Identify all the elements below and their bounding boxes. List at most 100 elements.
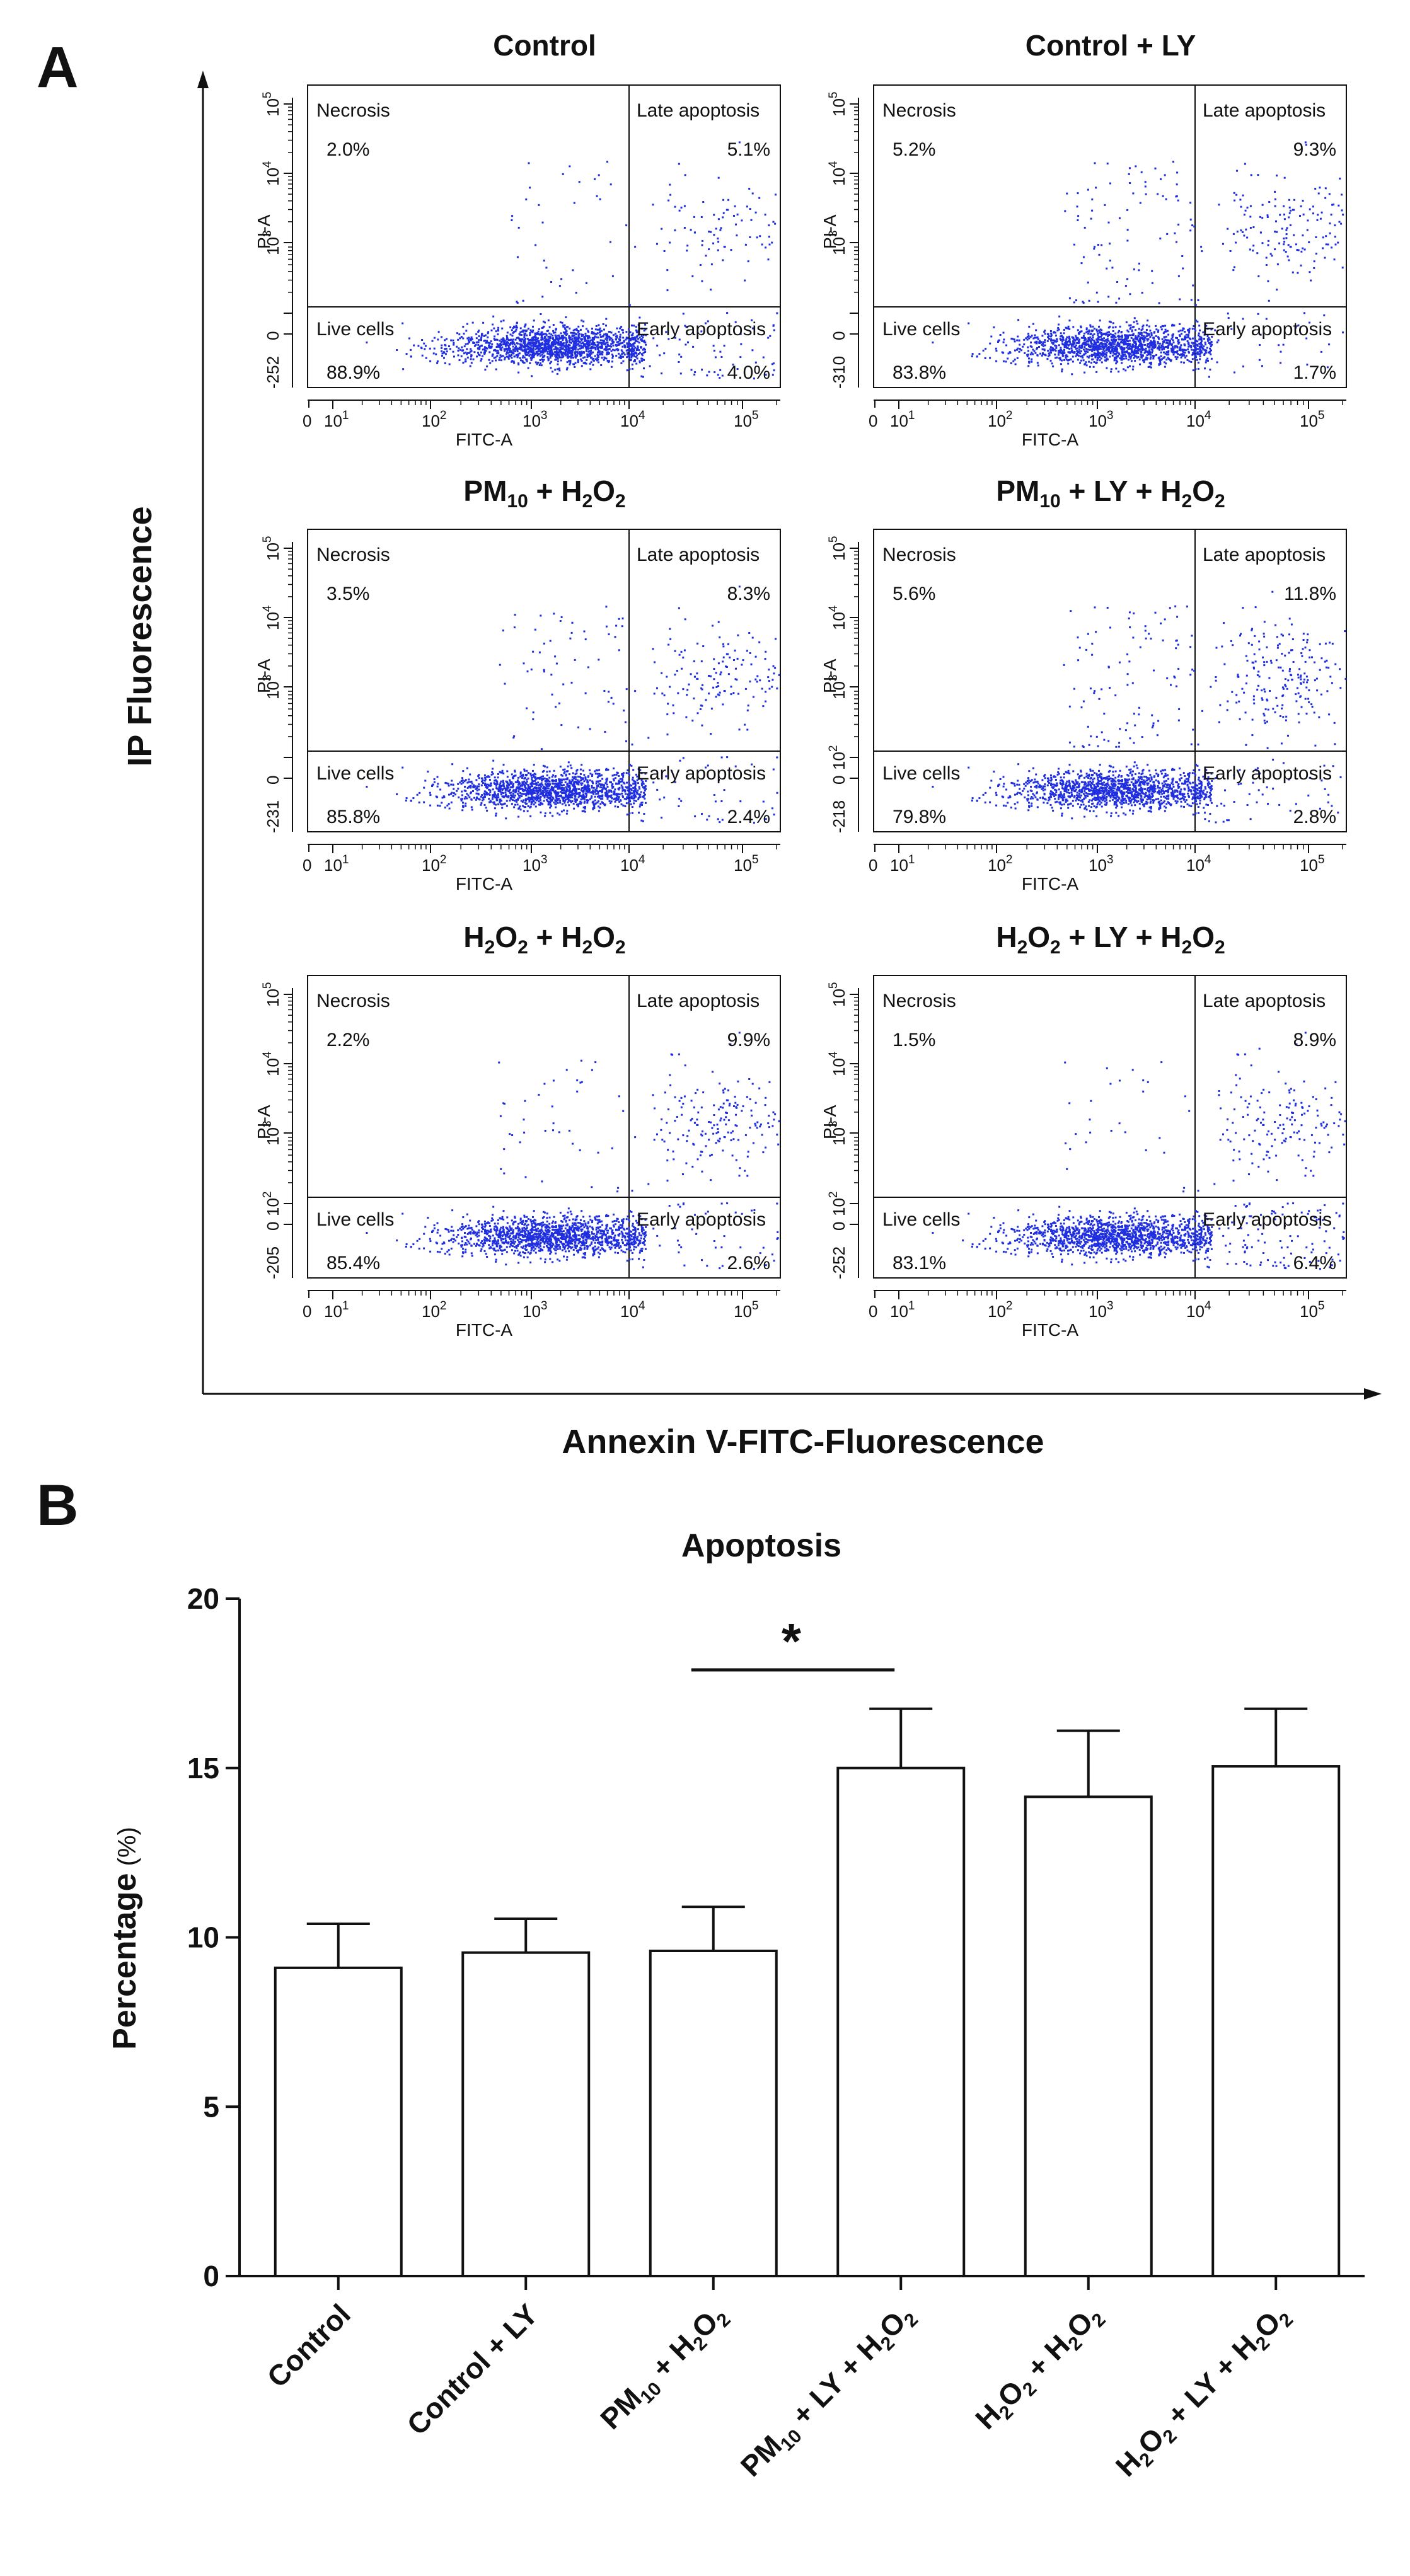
flow-plot-title: PM10 + H2O2 [463, 474, 625, 512]
event-dot [571, 796, 574, 799]
event-dot [1293, 209, 1295, 211]
flow-x-tick-label: 102 [422, 409, 447, 430]
flow-plot-frame [873, 84, 1347, 388]
event-dot [1097, 301, 1099, 303]
event-dot [513, 796, 516, 799]
event-dot [578, 345, 581, 347]
event-dot [1112, 330, 1114, 332]
event-dot [462, 770, 465, 773]
event-dot [1341, 193, 1343, 196]
event-dot [494, 791, 496, 793]
event-dot [557, 799, 559, 802]
event-dot [524, 338, 527, 340]
event-dot [1096, 359, 1099, 361]
event-dot [529, 332, 531, 334]
event-dot [1027, 333, 1029, 335]
event-dot [460, 798, 463, 800]
event-dot [437, 331, 440, 333]
event-dot [1077, 219, 1079, 221]
event-dot [1002, 331, 1005, 334]
event-dot [542, 333, 545, 336]
event-dot [1193, 349, 1195, 352]
event-dot [521, 785, 524, 787]
event-dot [553, 343, 555, 345]
event-dot [1230, 328, 1233, 330]
event-dot [1041, 354, 1043, 357]
tick-exponent: 1 [908, 409, 915, 422]
event-dot [1165, 362, 1167, 365]
event-dot [521, 781, 524, 783]
event-dot [1126, 335, 1129, 337]
event-dot [588, 788, 591, 790]
event-dot [772, 324, 775, 326]
event-dot [577, 335, 580, 338]
event-dot [435, 353, 437, 355]
event-dot [683, 205, 686, 207]
event-dot [1283, 241, 1286, 243]
event-dot [1107, 345, 1110, 348]
event-dot [603, 341, 605, 343]
event-dot [1104, 343, 1106, 346]
event-dot [1105, 354, 1107, 356]
event-dot [1079, 331, 1082, 333]
event-dot [624, 346, 627, 348]
event-dot [640, 338, 643, 340]
event-dot [481, 794, 483, 796]
event-dot [543, 337, 546, 340]
event-dot [1200, 336, 1203, 338]
event-dot [592, 347, 594, 349]
event-dot [491, 360, 494, 362]
event-dot [478, 354, 481, 357]
event-dot [566, 350, 568, 353]
event-dot [581, 333, 582, 336]
event-dot [1059, 351, 1061, 354]
event-dot [665, 331, 667, 333]
event-dot [583, 774, 586, 776]
event-dot [740, 343, 743, 345]
event-dot [599, 807, 601, 809]
event-dot [625, 793, 627, 795]
event-dot [1293, 234, 1295, 236]
event-dot [1184, 336, 1186, 339]
event-dot [1193, 351, 1196, 354]
event-dot [1028, 362, 1031, 364]
event-dot [1053, 339, 1055, 342]
event-dot [1106, 347, 1109, 349]
event-dot [1104, 356, 1106, 359]
event-dot [502, 319, 505, 322]
event-dot [1049, 330, 1052, 332]
event-dot [511, 215, 514, 217]
event-dot [642, 376, 644, 378]
event-dot [1106, 348, 1109, 351]
event-dot [636, 347, 639, 350]
event-dot [1109, 350, 1111, 353]
event-dot [589, 354, 591, 356]
event-dot [537, 330, 540, 333]
event-dot [1101, 361, 1103, 364]
event-dot [584, 356, 586, 359]
event-dot [1118, 342, 1120, 345]
event-dot [635, 355, 637, 358]
event-dot [542, 793, 544, 795]
event-dot [1099, 359, 1101, 362]
event-dot [561, 803, 563, 805]
event-dot [562, 799, 565, 802]
event-dot [1056, 340, 1058, 343]
event-dot [609, 336, 611, 339]
event-dot [1073, 301, 1075, 304]
tick-exponent: 3 [1107, 409, 1114, 422]
event-dot [447, 783, 449, 785]
event-dot [1095, 354, 1098, 357]
event-dot [1199, 342, 1202, 344]
event-dot [1338, 221, 1341, 223]
flow-x-axis-label: FITC-A [456, 430, 513, 449]
event-dot [1161, 343, 1164, 345]
event-dot [545, 339, 547, 342]
event-dot [534, 335, 536, 338]
event-dot [592, 786, 595, 789]
tick-exponent: 2 [1006, 409, 1013, 422]
event-dot [489, 791, 492, 793]
event-dot [605, 793, 608, 796]
event-dot [1091, 350, 1094, 352]
event-dot [1017, 335, 1019, 338]
